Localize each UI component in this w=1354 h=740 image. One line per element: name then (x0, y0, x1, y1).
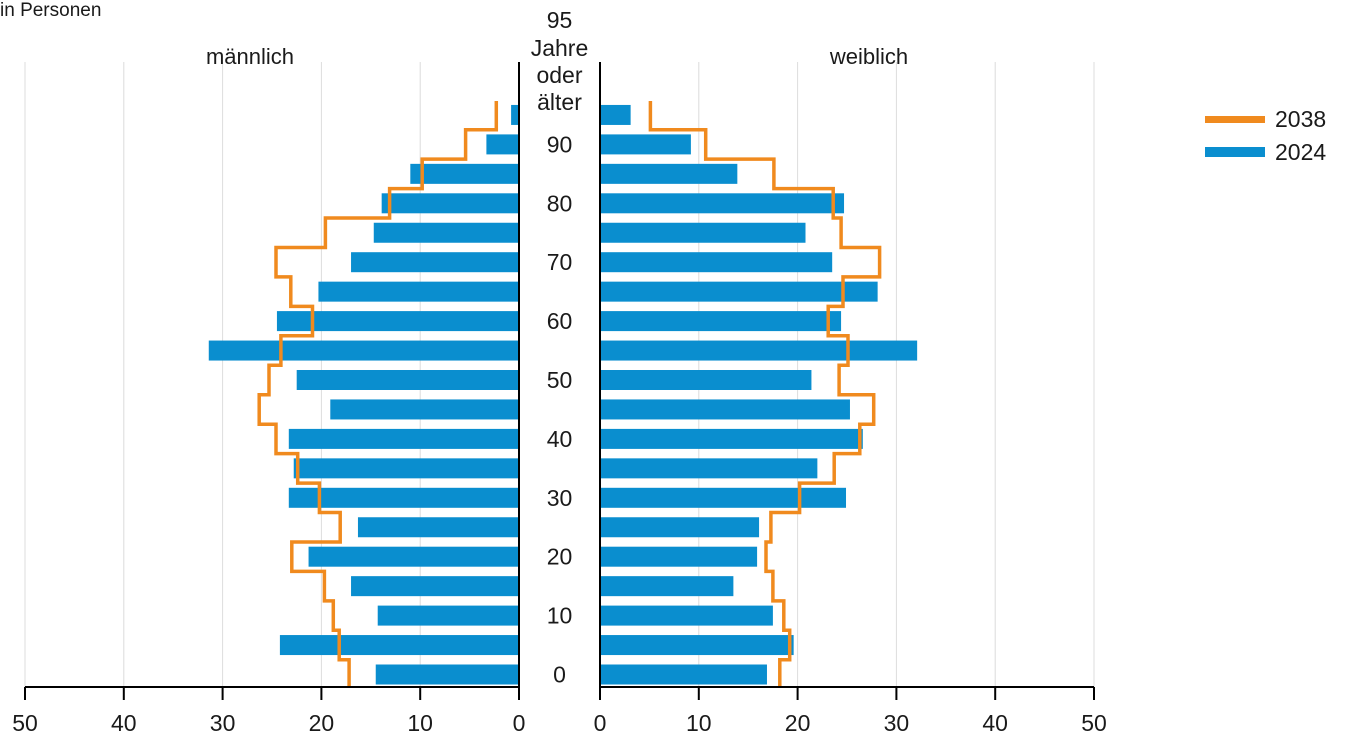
bar-female-2024-age-70 (600, 252, 833, 273)
bar-female-2024-age-30 (600, 487, 847, 508)
bar-female-2024-age-45 (600, 399, 850, 420)
tick-label-left-30: 30 (210, 710, 236, 736)
tick-label-right-40: 40 (982, 710, 1008, 736)
age-label-30: 30 (547, 485, 573, 511)
bar-male-2024-age-70 (351, 252, 519, 273)
age-label-90: 90 (547, 131, 573, 157)
age-label-0: 0 (553, 662, 566, 688)
legend: 2038 2024 (1205, 106, 1326, 165)
bar-female-2024-age-35 (600, 458, 818, 479)
bar-male-2024-age-55 (208, 340, 519, 361)
legend-2024-label: 2024 (1275, 139, 1326, 165)
bar-male-2024-age-85 (410, 163, 519, 184)
bar-female-2024-age-65 (600, 281, 878, 302)
unit-label: in Personen (0, 0, 101, 21)
bar-male-2024-age-65 (318, 281, 519, 302)
bar-male-2024-age-90 (486, 134, 519, 155)
tick-label-right-10: 10 (686, 710, 712, 736)
legend-2038-swatch (1205, 116, 1265, 123)
bar-female-2024-age-60 (600, 311, 842, 332)
bar-male-2024-age-75 (373, 222, 519, 243)
female-label: weiblich (829, 44, 908, 69)
bar-male-2024-age-80 (381, 193, 519, 214)
bar-male-2024-age-35 (293, 458, 519, 479)
line-male-2038 (257, 101, 499, 687)
bar-male-2024-age-15 (351, 576, 519, 597)
bar-female-2024-age-85 (600, 163, 738, 184)
bar-male-2024-age-45 (330, 399, 519, 420)
axes: 50 50 40 40 30 30 20 20 10 10 0 0 (12, 62, 1107, 736)
bar-female-2024-age-95 (600, 104, 631, 125)
age-label-top-line-2: oder (536, 62, 582, 88)
bar-male-2024-age-30 (288, 487, 519, 508)
bars-2024 (208, 104, 918, 685)
bar-female-2024-age-25 (600, 517, 760, 538)
bar-male-2024-age-60 (276, 311, 519, 332)
age-label-80: 80 (547, 190, 573, 216)
bar-female-2024-age-5 (600, 635, 794, 656)
tick-label-right-20: 20 (785, 710, 811, 736)
age-label-40: 40 (547, 426, 573, 452)
legend-2038-label: 2038 (1275, 106, 1326, 132)
bar-female-2024-age-10 (600, 605, 773, 626)
bar-male-2024-age-25 (357, 517, 519, 538)
bar-male-2024-age-20 (308, 546, 519, 567)
tick-label-right-50: 50 (1081, 710, 1107, 736)
bar-female-2024-age-15 (600, 576, 734, 597)
bar-female-2024-age-20 (600, 546, 758, 567)
male-label: männlich (206, 44, 294, 69)
bar-male-2024-age-0 (375, 664, 519, 685)
tick-label-left-40: 40 (111, 710, 137, 736)
bar-female-2024-age-0 (600, 664, 767, 685)
age-label-60: 60 (547, 308, 573, 334)
bar-male-2024-age-10 (377, 605, 519, 626)
line-female-2038 (648, 101, 882, 687)
age-label-top-line-1: Jahre (531, 35, 589, 61)
age-label-top-line-3: älter (537, 89, 582, 115)
tick-label-right-0: 0 (594, 710, 607, 736)
age-label-70: 70 (547, 249, 573, 275)
tick-label-left-10: 10 (407, 710, 433, 736)
age-label-50: 50 (547, 367, 573, 393)
bar-female-2024-age-40 (600, 428, 863, 449)
age-label-10: 10 (547, 603, 573, 629)
bar-female-2024-age-50 (600, 370, 812, 390)
tick-label-left-0: 0 (513, 710, 526, 736)
bar-male-2024-age-40 (288, 428, 519, 449)
legend-2024-swatch (1205, 147, 1265, 157)
tick-label-left-50: 50 (12, 710, 38, 736)
bar-female-2024-age-90 (600, 134, 691, 155)
bar-male-2024-age-5 (279, 635, 519, 656)
lines-2038 (257, 101, 882, 687)
bar-male-2024-age-95 (511, 104, 519, 125)
age-label-20: 20 (547, 544, 573, 570)
age-label-top-line-0: 95 (547, 7, 573, 33)
tick-label-right-30: 30 (884, 710, 910, 736)
bar-female-2024-age-55 (600, 340, 918, 361)
bar-female-2024-age-80 (600, 193, 845, 214)
bar-female-2024-age-75 (600, 222, 806, 243)
tick-label-left-20: 20 (309, 710, 335, 736)
bar-male-2024-age-50 (296, 370, 519, 390)
